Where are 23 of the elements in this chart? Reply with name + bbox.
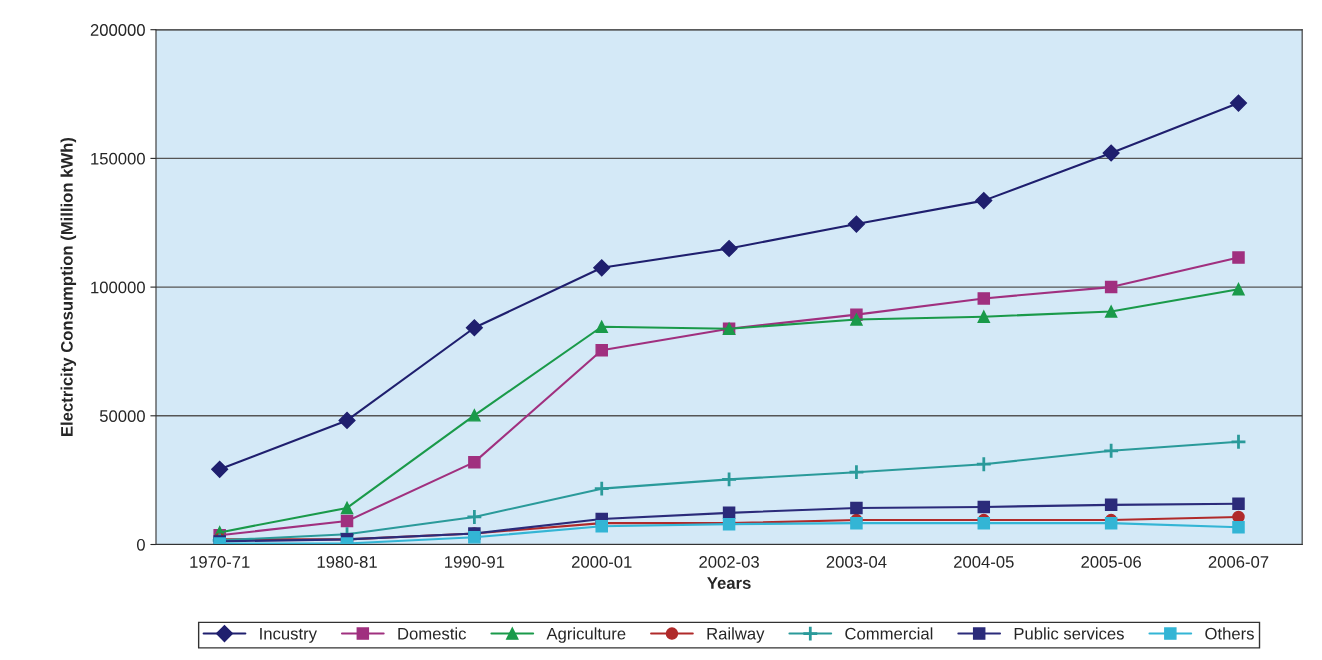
y-tick-label: 50000 <box>99 410 145 422</box>
y-tick-label: 200000 <box>90 24 145 36</box>
y-tick-label: 0 <box>136 538 145 551</box>
legend-label: Public services <box>1014 627 1124 640</box>
x-axis-title: Years <box>707 577 751 589</box>
legend-label: Railway <box>707 627 765 643</box>
legend-label: Incustry <box>260 627 317 643</box>
x-tick-label: 1970-71 <box>190 556 250 568</box>
legend-label: Domestic <box>398 627 467 640</box>
x-tick-label: 2003-04 <box>826 556 887 568</box>
legend-label: Others <box>1205 627 1254 640</box>
legend-label: Agriculture <box>546 627 626 643</box>
x-tick-label: 2006-07 <box>1208 556 1269 568</box>
x-tick-label: 1990-91 <box>445 556 505 568</box>
x-tick-label: 2004-05 <box>954 556 1014 568</box>
y-tick-label: 150000 <box>91 152 145 165</box>
x-tick-label: 2002-03 <box>699 556 759 568</box>
y-tick-label: 100000 <box>91 281 145 294</box>
legend-label: Commercial <box>845 627 933 640</box>
x-tick-label: 1980-81 <box>317 556 377 568</box>
x-tick-label: 2005-06 <box>1081 556 1141 568</box>
y-axis-title: Electricity Consumption (Million kWh) <box>60 137 77 436</box>
x-tick-label: 2000-01 <box>571 556 632 568</box>
